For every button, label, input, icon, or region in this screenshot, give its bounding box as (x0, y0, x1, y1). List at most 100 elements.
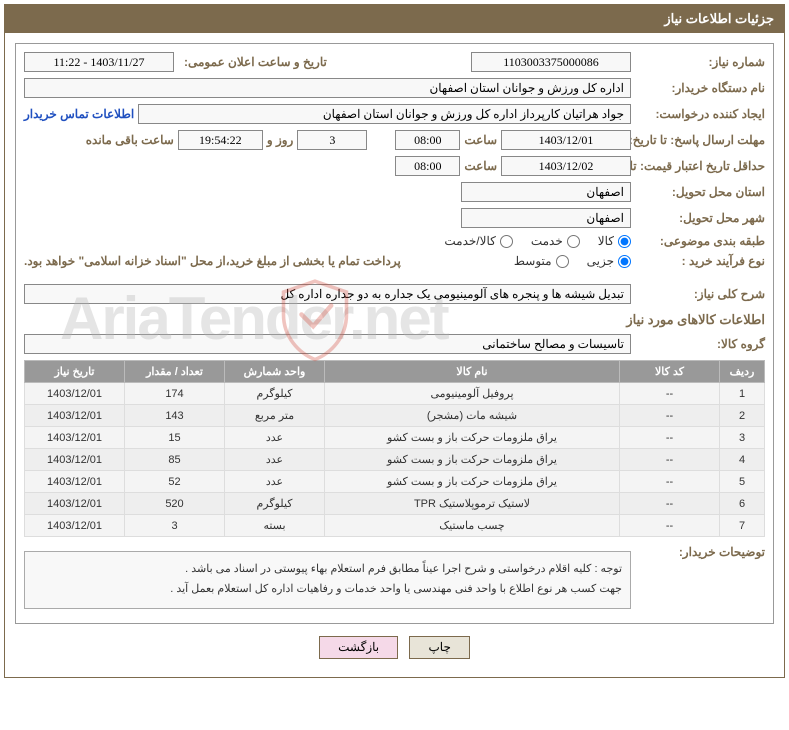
radio-small-label: جزیی (587, 254, 614, 268)
table-cell: -- (620, 449, 720, 471)
table-cell: شیشه مات (مشجر) (325, 405, 620, 427)
table-cell: 1 (720, 383, 765, 405)
radio-service[interactable] (567, 235, 580, 248)
table-cell: 1403/12/01 (25, 515, 125, 537)
form-panel: شماره نیاز: تاریخ و ساعت اعلان عمومی: نا… (15, 43, 774, 624)
table-cell: 1403/12/01 (25, 471, 125, 493)
table-row: 5--یراق ملزومات حرکت باز و بست کشوعدد521… (25, 471, 765, 493)
category-label: طبقه بندی موضوعی: (635, 234, 765, 248)
panel-title: جزئیات اطلاعات نیاز (5, 5, 784, 33)
radio-medium[interactable] (556, 255, 569, 268)
need-desc-input (24, 284, 631, 304)
need-number-label: شماره نیاز: (635, 55, 765, 69)
category-radio-group: کالا خدمت کالا/خدمت (444, 234, 631, 248)
table-cell: 6 (720, 493, 765, 515)
table-cell: 1403/12/01 (25, 405, 125, 427)
table-row: 4--یراق ملزومات حرکت باز و بست کشوعدد851… (25, 449, 765, 471)
table-cell: کیلوگرم (225, 383, 325, 405)
goods-table: ردیف کد کالا نام کالا واحد شمارش تعداد /… (24, 360, 765, 537)
need-number-input (471, 52, 631, 72)
delivery-province-input (461, 182, 631, 202)
time-label-1: ساعت (464, 133, 497, 147)
th-qty: تعداد / مقدار (125, 361, 225, 383)
delivery-province-label: استان محل تحویل: (635, 185, 765, 199)
main-panel: جزئیات اطلاعات نیاز شماره نیاز: تاریخ و … (4, 4, 785, 678)
back-button[interactable]: بازگشت (319, 636, 398, 659)
table-cell: 85 (125, 449, 225, 471)
process-label: نوع فرآیند خرید : (635, 254, 765, 268)
remaining-label: ساعت باقی مانده (86, 133, 174, 147)
table-cell: عدد (225, 449, 325, 471)
table-cell: -- (620, 471, 720, 493)
radio-goods[interactable] (618, 235, 631, 248)
goods-group-label: گروه کالا: (635, 337, 765, 351)
table-row: 7--چسب ماستیکبسته31403/12/01 (25, 515, 765, 537)
table-row: 2--شیشه مات (مشجر)متر مربع1431403/12/01 (25, 405, 765, 427)
response-date-input (501, 130, 631, 150)
announce-date-label: تاریخ و ساعت اعلان عمومی: (184, 55, 327, 69)
table-cell: 15 (125, 427, 225, 449)
table-cell: 2 (720, 405, 765, 427)
table-cell: 3 (125, 515, 225, 537)
table-cell: 1403/12/01 (25, 383, 125, 405)
radio-goods-service-label: کالا/خدمت (444, 234, 495, 248)
table-cell: 143 (125, 405, 225, 427)
table-cell: 52 (125, 471, 225, 493)
buyer-notes-label: توضیحات خریدار: (635, 545, 765, 559)
table-cell: 174 (125, 383, 225, 405)
table-cell: -- (620, 515, 720, 537)
table-cell: پروفیل آلومینیومی (325, 383, 620, 405)
table-cell: عدد (225, 471, 325, 493)
th-row: ردیف (720, 361, 765, 383)
response-time-input (395, 130, 460, 150)
table-cell: 1403/12/01 (25, 449, 125, 471)
delivery-city-label: شهر محل تحویل: (635, 211, 765, 225)
buyer-org-label: نام دستگاه خریدار: (635, 81, 765, 95)
table-cell: 1403/12/01 (25, 493, 125, 515)
table-cell: یراق ملزومات حرکت باز و بست کشو (325, 449, 620, 471)
table-cell: یراق ملزومات حرکت باز و بست کشو (325, 471, 620, 493)
th-unit: واحد شمارش (225, 361, 325, 383)
radio-goods-label: کالا (598, 234, 614, 248)
notes-line-2: جهت کسب هر نوع اطلاع با واحد فنی مهندسی … (33, 580, 622, 600)
radio-medium-label: متوسط (514, 254, 552, 268)
print-button[interactable]: چاپ (409, 636, 469, 659)
table-cell: -- (620, 427, 720, 449)
buyer-notes-box: توجه : کلیه اقلام درخواستی و شرح اجرا عی… (24, 551, 631, 609)
table-cell: یراق ملزومات حرکت باز و بست کشو (325, 427, 620, 449)
table-cell: لاستیک ترموپلاستیک TPR (325, 493, 620, 515)
payment-note: پرداخت تمام یا بخشی از مبلغ خرید،از محل … (24, 254, 401, 268)
need-desc-label: شرح کلی نیاز: (635, 287, 765, 301)
time-label-2: ساعت (464, 159, 497, 173)
goods-info-title: اطلاعات کالاهای مورد نیاز (24, 312, 765, 328)
day-and-label: روز و (267, 133, 294, 147)
validity-time-input (395, 156, 460, 176)
remaining-time-input (178, 130, 263, 150)
table-cell: کیلوگرم (225, 493, 325, 515)
button-row: چاپ بازگشت (15, 636, 774, 659)
table-cell: بسته (225, 515, 325, 537)
delivery-city-input (461, 208, 631, 228)
table-cell: 520 (125, 493, 225, 515)
goods-group-input (24, 334, 631, 354)
table-cell: 1403/12/01 (25, 427, 125, 449)
table-cell: متر مربع (225, 405, 325, 427)
notes-line-1: توجه : کلیه اقلام درخواستی و شرح اجرا عی… (33, 560, 622, 580)
th-code: کد کالا (620, 361, 720, 383)
radio-goods-service[interactable] (500, 235, 513, 248)
table-row: 6--لاستیک ترموپلاستیک TPRکیلوگرم5201403/… (25, 493, 765, 515)
response-deadline-label: مهلت ارسال پاسخ: تا تاریخ: (635, 133, 765, 147)
announce-date-input (24, 52, 174, 72)
radio-small[interactable] (618, 255, 631, 268)
table-cell: 7 (720, 515, 765, 537)
table-cell: 4 (720, 449, 765, 471)
requester-label: ایجاد کننده درخواست: (635, 107, 765, 121)
buyer-org-input (24, 78, 631, 98)
table-cell: -- (620, 405, 720, 427)
contact-link[interactable]: اطلاعات تماس خریدار (24, 107, 134, 121)
table-cell: چسب ماستیک (325, 515, 620, 537)
table-row: 1--پروفیل آلومینیومیکیلوگرم1741403/12/01 (25, 383, 765, 405)
table-cell: 3 (720, 427, 765, 449)
process-radio-group: جزیی متوسط (514, 254, 631, 268)
requester-input (138, 104, 631, 124)
